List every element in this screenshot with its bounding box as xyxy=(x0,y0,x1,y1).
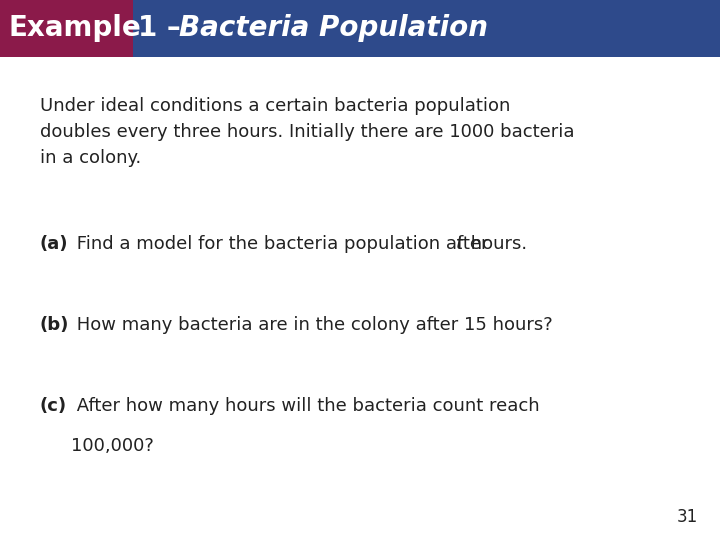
Text: t: t xyxy=(456,235,463,253)
Text: (c): (c) xyxy=(40,397,67,415)
Text: Bacteria Population: Bacteria Population xyxy=(179,15,487,42)
Text: 31: 31 xyxy=(677,509,698,526)
Bar xyxy=(133,0,720,57)
Text: How many bacteria are in the colony after 15 hours?: How many bacteria are in the colony afte… xyxy=(71,316,552,334)
Text: Under ideal conditions a certain bacteria population
doubles every three hours. : Under ideal conditions a certain bacteri… xyxy=(40,97,574,167)
Text: Find a model for the bacteria population after: Find a model for the bacteria population… xyxy=(71,235,494,253)
Text: After how many hours will the bacteria count reach: After how many hours will the bacteria c… xyxy=(71,397,539,415)
Text: hours.: hours. xyxy=(465,235,527,253)
Bar xyxy=(0,0,133,57)
Text: 100,000?: 100,000? xyxy=(71,437,153,455)
Text: (a): (a) xyxy=(40,235,68,253)
Text: (b): (b) xyxy=(40,316,69,334)
Text: Example: Example xyxy=(9,15,141,42)
Text: 1 –: 1 – xyxy=(138,15,191,42)
